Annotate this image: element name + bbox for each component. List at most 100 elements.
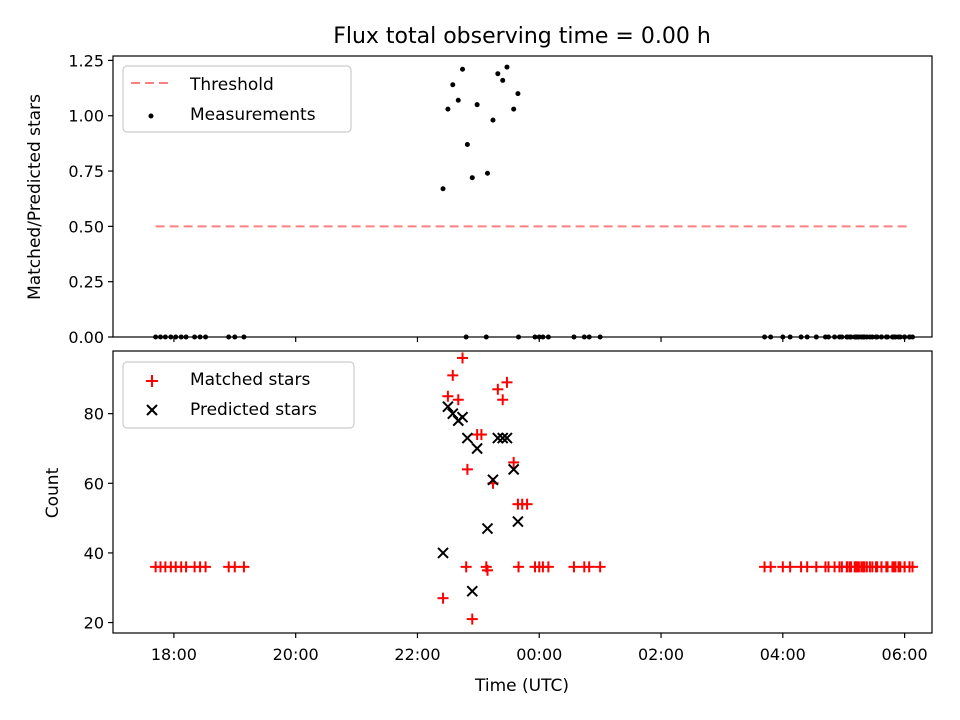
predicted-star-point (447, 407, 459, 420)
y-tick-label: 60 (84, 474, 104, 493)
top-plot-area (153, 64, 916, 340)
matched-star-point (583, 561, 595, 573)
bottom-plot-area (150, 352, 919, 625)
matched-star-point (513, 561, 525, 573)
measurement-point (839, 334, 845, 340)
measurement-point (571, 334, 577, 340)
matched-star-point (481, 564, 493, 576)
measurement-point (469, 175, 475, 181)
measurement-point (440, 186, 446, 192)
measurement-point (178, 334, 184, 340)
measurements-legend-marker (148, 113, 154, 119)
measurement-point (455, 97, 461, 103)
x-tick-label: 06:00 (882, 645, 928, 664)
predicted-star-point (512, 515, 524, 528)
measurement-point (910, 334, 916, 340)
measurement-point (540, 334, 546, 340)
measurement-point (495, 71, 501, 77)
measurement-point (891, 334, 897, 340)
measurement-point (832, 334, 838, 340)
measurement-point (873, 334, 879, 340)
measurement-point (504, 64, 510, 70)
predicted-star-point (442, 400, 454, 413)
measurement-point (532, 334, 538, 340)
matched-star-point (542, 561, 554, 573)
y-tick-label: 0.00 (68, 328, 104, 347)
y-tick-label: 0.50 (68, 217, 104, 236)
measurement-point (581, 334, 587, 340)
measurement-point (464, 142, 470, 148)
measurement-point (168, 334, 174, 340)
measurement-point (902, 334, 908, 340)
measurement-point (183, 334, 189, 340)
top-axes-frame (112, 55, 933, 338)
matched-star-point (765, 561, 777, 573)
measurement-point (474, 102, 480, 108)
measurement-point (861, 334, 867, 340)
measurement-point (483, 334, 489, 340)
y-tick-label: 20 (84, 614, 104, 633)
measurement-point (536, 334, 542, 340)
predicted-legend-label: Predicted stars (190, 400, 317, 420)
matched-star-point (437, 592, 449, 604)
measurement-point (203, 334, 209, 340)
matched-star-point (457, 352, 469, 364)
predicted-star-point (497, 432, 509, 444)
matched-star-point (238, 561, 250, 573)
x-tick-label: 02:00 (638, 645, 684, 664)
matched-star-point (452, 394, 464, 406)
measurement-point (762, 334, 768, 340)
chart-title: Flux total observing time = 0.00 h (333, 24, 711, 49)
measurement-point (848, 334, 854, 340)
y-tick-label: 0.25 (68, 273, 104, 292)
matched-star-point (466, 613, 478, 625)
x-tick-label: 20:00 (273, 645, 319, 664)
matched-star-point (460, 561, 472, 573)
measurement-point (825, 334, 831, 340)
bottom-legend-box (122, 361, 355, 429)
matched-star-point (907, 561, 919, 573)
predicted-star-point (501, 432, 513, 444)
measurement-point (500, 77, 506, 83)
matched-star-point (568, 561, 580, 573)
measurement-point (460, 66, 466, 72)
measurement-point (515, 91, 521, 97)
threshold-legend-label: Threshold (189, 75, 274, 95)
matched-star-point (521, 498, 533, 510)
predicted-legend-marker (146, 404, 158, 416)
measurement-point (878, 334, 884, 340)
predicted-star-point (507, 463, 520, 476)
measurement-point (463, 334, 469, 340)
measurement-point (516, 334, 522, 340)
predicted-star-point (466, 585, 478, 597)
bottom-axes-frame (112, 350, 933, 634)
matched-star-point (501, 376, 513, 388)
y-tick-label: 1.25 (68, 51, 104, 70)
measurement-point (162, 334, 168, 340)
matched-star-point (784, 561, 796, 573)
measurement-point (586, 334, 592, 340)
matched-star-point (200, 561, 212, 573)
measurement-point (787, 334, 793, 340)
measurement-point (897, 334, 903, 340)
top-y-axis-label: Matched/Predicted stars (25, 94, 45, 300)
measurement-point (153, 334, 159, 340)
measurement-point (445, 106, 451, 112)
measurement-point (192, 334, 198, 340)
x-tick-label: 04:00 (760, 645, 806, 664)
matched-star-point (497, 394, 509, 406)
measurement-point (852, 334, 858, 340)
matched-star-point (475, 429, 487, 441)
matched-star-point (461, 463, 473, 475)
y-tick-label: 0.75 (68, 162, 104, 181)
measurements-legend-label: Measurements (190, 105, 316, 125)
measurement-point (813, 334, 819, 340)
y-tick-label: 80 (84, 405, 104, 424)
matched-legend-marker (146, 375, 158, 387)
predicted-star-point (487, 474, 499, 486)
measurement-point (768, 334, 774, 340)
bottom-x-ticks: 18:00 20:00 22:00 00:00 02:00 04:00 06:00 (151, 633, 928, 664)
top-legend: Threshold Measurements (122, 65, 352, 133)
x-tick-label: 18:00 (151, 645, 197, 664)
